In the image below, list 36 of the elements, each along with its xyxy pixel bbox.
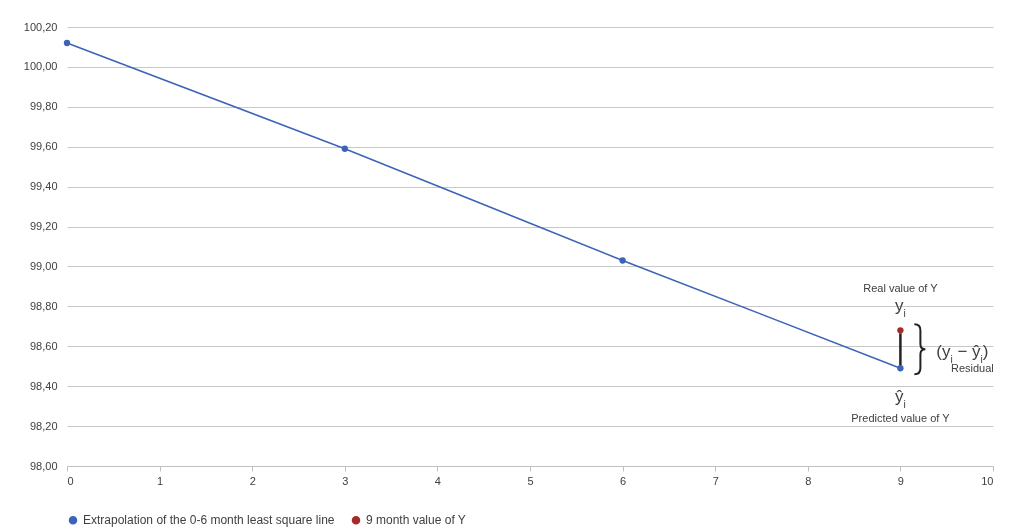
legend-label: 9 month value of Y [366,513,466,528]
x-tick-label: 1 [157,474,164,487]
y-tick-label: 100,00 [23,60,58,73]
x-tick-label: 9 [897,474,904,487]
y-tick-label: 98,20 [29,419,58,432]
point [63,39,71,47]
x-tick-label: 5 [527,474,534,487]
y-tick-label: 99,80 [29,100,58,113]
y-tick-label: 100,20 [23,20,58,33]
annotation: Real value of Y [863,282,939,295]
annotation: Residual [950,362,994,375]
point [341,145,348,152]
annotation: ŷ$_{i}$ [895,387,906,410]
point [897,327,904,334]
y-tick-label: 98,00 [29,459,58,472]
y-tick-label: 98,80 [29,299,58,312]
annotation: y$_{i}$ [895,296,906,319]
x-tick-label: 2 [249,474,256,487]
x-tick-label: 6 [620,474,627,487]
y-tick-label: 98,40 [29,379,58,392]
x-tick-label: 0 [67,474,74,487]
x-tick-label: 3 [342,474,349,487]
annotation: Predicted value of Y [851,412,951,425]
y-tick-label: 99,40 [29,180,58,193]
y-tick-label: 99,20 [29,220,58,233]
x-tick-label: 10 [981,474,994,487]
legend-label: Extrapolation of the 0-6 month least square line [83,513,335,528]
point [897,365,904,372]
x-tick-label: 8 [805,474,812,487]
y-tick-label: 99,60 [29,140,58,153]
y-tick-label: 99,00 [29,259,58,272]
point [619,257,626,264]
x-tick-label: 4 [434,474,441,487]
y-tick-label: 98,60 [29,339,58,352]
annotation: (y$_{i}$ − ŷ$_{i}$) [936,342,989,365]
x-tick-label: 7 [712,474,719,487]
